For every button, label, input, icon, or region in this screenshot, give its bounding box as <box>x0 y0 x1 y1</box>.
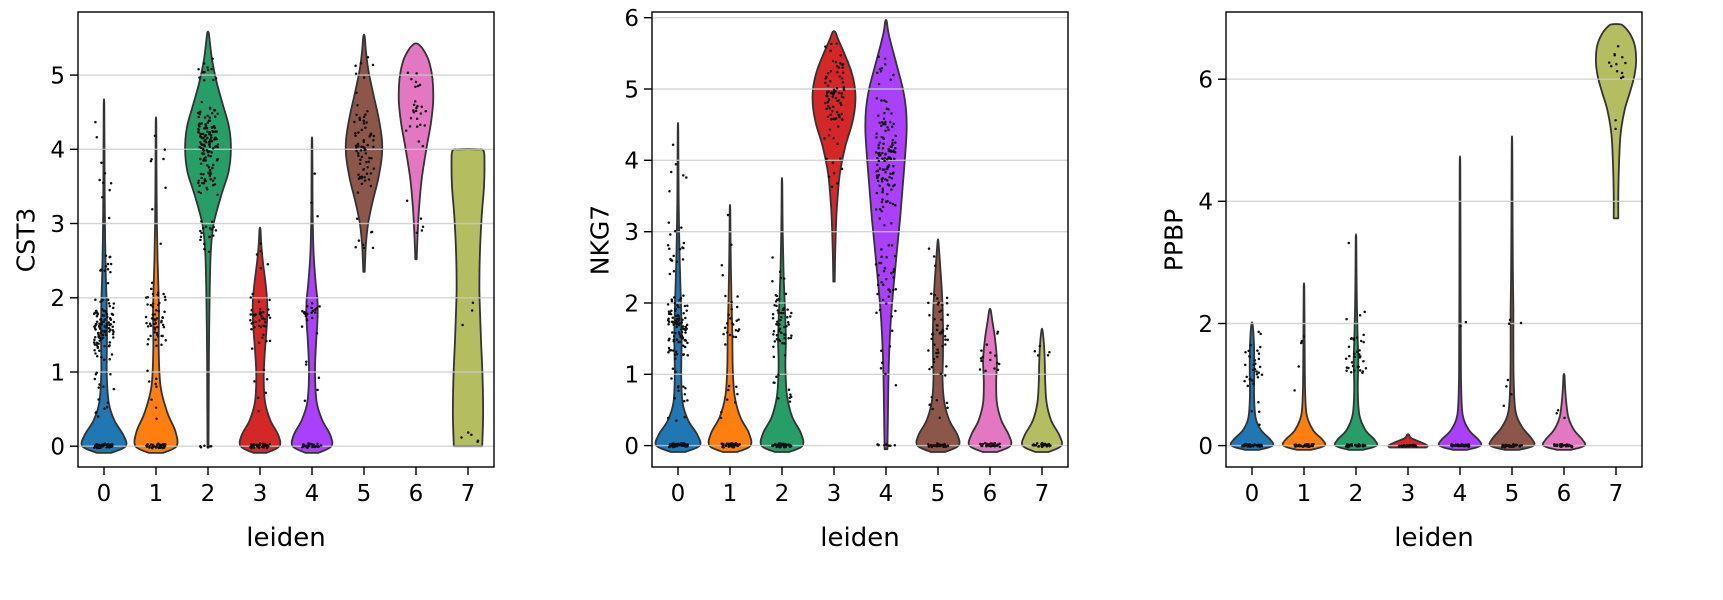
panel-ppbp: 0 2 4 6 0 1 2 3 4 5 6 7 PPBP leiden <box>1148 0 1722 600</box>
x-tick-label: 6 <box>983 481 998 507</box>
violin-nkg7-2 <box>759 177 805 453</box>
axes-spines <box>1225 11 1643 468</box>
violin-nkg7-7 <box>1021 327 1063 453</box>
violin-nkg7-6 <box>967 307 1013 453</box>
violin-ppbp-4 <box>1437 155 1483 451</box>
x-tick-label: 0 <box>97 481 112 507</box>
x-tick-label: 4 <box>879 481 894 507</box>
y-tick-label: 1 <box>50 360 65 386</box>
violin-ppbp-5 <box>1488 135 1536 451</box>
jitter-points <box>1241 44 1627 449</box>
violin-cst3-2 <box>184 30 232 449</box>
y-tick-label: 4 <box>1198 190 1213 216</box>
gridlines <box>1226 78 1642 447</box>
y-tick-label: 6 <box>624 6 639 32</box>
y-tick-label: 6 <box>1198 67 1213 93</box>
x-tick-label: 0 <box>1245 481 1260 507</box>
panel-cst3: 0 1 2 3 4 5 0 1 2 3 4 5 6 7 CST3 leiden <box>0 0 574 600</box>
x-tick-label: 3 <box>827 481 842 507</box>
x-tick-label: 2 <box>775 481 790 507</box>
gridlines <box>78 74 494 447</box>
x-tick-label: 5 <box>1505 481 1520 507</box>
violin-ppbp-6 <box>1541 373 1587 451</box>
x-axis-label-leiden-2: leiden <box>820 523 900 553</box>
violin-cst3-5 <box>344 33 384 273</box>
x-tick-label: 7 <box>461 481 476 507</box>
violin-ppbp-0 <box>1229 321 1275 451</box>
jitter-points <box>92 56 480 450</box>
x-tick-label: 6 <box>1557 481 1572 507</box>
x-tick-label: 7 <box>1035 481 1050 507</box>
x-tick-label: 1 <box>723 481 738 507</box>
y-tick-label: 2 <box>50 286 65 312</box>
y-tick-label: 5 <box>624 77 639 103</box>
x-tick-label: 7 <box>1609 481 1624 507</box>
axis-ticks: 0 1 2 3 4 5 0 1 2 3 4 5 6 7 <box>50 63 475 507</box>
jitter-points <box>666 42 1052 449</box>
violins-group <box>1229 23 1638 451</box>
x-tick-label: 0 <box>671 481 686 507</box>
panel-nkg7: 0 1 2 3 4 5 6 0 1 2 3 4 5 6 7 NKG7 leiden <box>574 0 1148 600</box>
y-tick-label: 2 <box>1198 312 1213 338</box>
x-tick-label: 3 <box>1401 481 1416 507</box>
violin-cst3-3 <box>238 226 282 454</box>
violin-cst3-1 <box>133 116 179 454</box>
panel-svg-1: 0 1 2 3 4 5 6 0 1 2 3 4 5 6 7 <box>624 6 1069 507</box>
y-axis-label-ppbp: PPBP <box>1159 208 1189 272</box>
y-axis-label-cst3: CST3 <box>11 207 41 273</box>
violins-group <box>654 19 1063 453</box>
x-axis-label-leiden-3: leiden <box>1394 523 1474 553</box>
y-tick-label: 4 <box>624 149 639 175</box>
violin-ppbp-3 <box>1387 433 1429 449</box>
violin-cst3-0 <box>80 98 128 454</box>
y-tick-label: 0 <box>1198 434 1213 460</box>
x-axis-label-leiden-1: leiden <box>246 523 326 553</box>
x-tick-label: 4 <box>305 481 320 507</box>
x-tick-label: 1 <box>149 481 164 507</box>
y-tick-label: 0 <box>50 434 65 460</box>
violin-cst3-4 <box>290 136 334 454</box>
x-tick-label: 3 <box>253 481 268 507</box>
axis-ticks: 0 1 2 3 4 5 6 0 1 2 3 4 5 6 7 <box>624 6 1049 507</box>
x-tick-label: 5 <box>931 481 946 507</box>
violin-ppbp-2 <box>1333 233 1379 451</box>
violin-nkg7-0 <box>654 121 702 453</box>
violin-nkg7-5 <box>915 238 961 453</box>
panel-svg-2: 0 2 4 6 0 1 2 3 4 5 6 7 <box>1198 11 1643 507</box>
x-tick-label: 2 <box>201 481 216 507</box>
violin-nkg7-3 <box>811 30 857 283</box>
y-tick-label: 5 <box>50 63 65 89</box>
x-tick-label: 5 <box>357 481 372 507</box>
x-tick-label: 2 <box>1349 481 1364 507</box>
y-tick-label: 2 <box>624 291 639 317</box>
y-tick-label: 0 <box>624 434 639 460</box>
y-tick-label: 1 <box>624 363 639 389</box>
violin-nkg7-4 <box>864 19 908 451</box>
y-tick-label: 3 <box>624 220 639 246</box>
axes-spines <box>77 11 495 468</box>
x-tick-label: 6 <box>409 481 424 507</box>
violins-group <box>80 30 486 454</box>
x-tick-label: 1 <box>1297 481 1312 507</box>
gridlines <box>652 17 1068 447</box>
axes-spines <box>651 11 1069 468</box>
y-tick-label: 4 <box>50 138 65 164</box>
violin-nkg7-1 <box>707 203 753 453</box>
axis-ticks: 0 2 4 6 0 1 2 3 4 5 6 7 <box>1198 67 1623 507</box>
y-tick-label: 3 <box>50 212 65 238</box>
y-axis-label-nkg7: NKG7 <box>585 204 615 276</box>
panel-svg-0: 0 1 2 3 4 5 0 1 2 3 4 5 6 7 <box>50 11 495 507</box>
violin-cst3-6 <box>397 42 435 261</box>
violin-ppbp-1 <box>1281 282 1327 451</box>
x-tick-label: 4 <box>1453 481 1468 507</box>
